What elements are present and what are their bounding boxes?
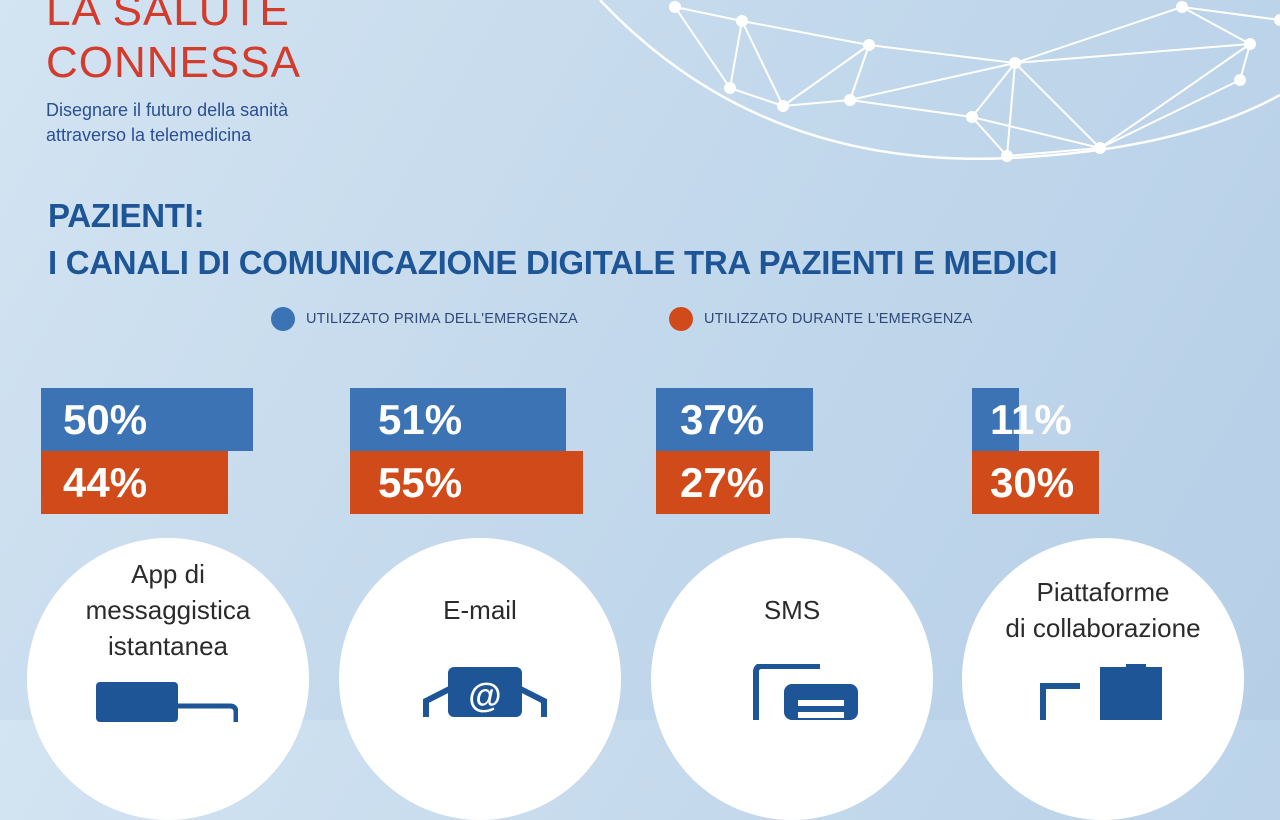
bar-before <box>41 388 253 451</box>
value-label-during: 44% <box>63 459 148 506</box>
category-label-line: messaggistica <box>85 595 251 625</box>
category-label-line: Piattaforme <box>1036 577 1170 607</box>
category-label: App di messaggistica istantanea <box>27 556 309 664</box>
network-link <box>849 44 870 101</box>
bar-during <box>41 451 228 514</box>
category-label-line: E-mail <box>443 595 517 625</box>
svg-text:@: @ <box>468 677 501 715</box>
network-link <box>1006 147 1101 157</box>
network-node <box>669 1 681 13</box>
network-node <box>1274 14 1280 26</box>
network-node <box>736 15 748 27</box>
value-label-before: 37% <box>680 396 765 443</box>
value-label-during: 30% <box>990 459 1075 506</box>
brand-subtitle-line2: attraverso la telemedicina <box>46 125 252 145</box>
bar-during <box>656 451 770 514</box>
network-link <box>971 116 1101 149</box>
network-node <box>966 111 978 123</box>
bar-during <box>350 451 583 514</box>
network-link <box>971 116 1008 157</box>
network-link <box>1181 6 1280 21</box>
network-node <box>1001 150 1013 162</box>
value-label-during: 27% <box>680 459 765 506</box>
bar-before <box>656 388 813 451</box>
network-node <box>777 100 789 112</box>
network-link <box>1181 6 1251 45</box>
network-link <box>849 99 973 118</box>
network-link <box>674 6 731 89</box>
category-label: SMS <box>651 592 933 628</box>
brand-subtitle-line1: Disegnare il futuro della sanità <box>46 100 289 120</box>
bar-during <box>972 451 1099 514</box>
brand-title-line2: CONNESSA <box>46 38 301 87</box>
legend-dot-before <box>271 307 295 331</box>
chat-window-icon <box>96 682 239 727</box>
network-node <box>863 39 875 51</box>
chart-title: I CANALI DI COMUNICAZIONE DIGITALE TRA P… <box>48 244 1058 281</box>
bar-before <box>972 388 1019 451</box>
category-label: E-mail <box>339 592 621 628</box>
network-link <box>729 87 784 107</box>
network-link <box>674 6 743 22</box>
brand-title-line1: LA SALUTE <box>46 0 290 35</box>
network-globe-decoration <box>0 0 1280 720</box>
network-link <box>1014 6 1183 64</box>
legend-label-during: UTILIZZATO DURANTE L'EMERGENZA <box>704 311 973 327</box>
category-label: Piattaforme di collaborazione <box>962 574 1244 646</box>
network-link <box>1099 79 1241 149</box>
section-heading: PAZIENTI: <box>48 197 205 234</box>
network-node <box>724 82 736 94</box>
network-node <box>1244 38 1256 50</box>
globe-outline-arc <box>599 0 1280 160</box>
network-node <box>1234 74 1246 86</box>
value-label-before: 50% <box>63 396 148 443</box>
puzzle-icon <box>1040 658 1164 725</box>
network-node <box>1009 57 1021 69</box>
category-label-line: di collaborazione <box>1005 613 1201 643</box>
network-node <box>1094 142 1106 154</box>
value-label-before: 11% <box>990 396 1072 443</box>
network-link <box>1239 43 1251 81</box>
category-label-line: App di <box>131 559 205 589</box>
network-link <box>1006 62 1016 157</box>
legend-item-before: UTILIZZATO PRIMA DELL'EMERGENZA <box>271 307 578 331</box>
network-link <box>971 62 1016 118</box>
network-link <box>1014 43 1251 64</box>
legend-item-during: UTILIZZATO DURANTE L'EMERGENZA <box>669 307 972 331</box>
network-link <box>729 20 743 89</box>
network-link <box>868 44 1016 64</box>
network-link <box>741 20 784 107</box>
legend-dot-during <box>669 307 693 331</box>
network-node <box>1176 1 1188 13</box>
legend-label-before: UTILIZZATO PRIMA DELL'EMERGENZA <box>306 311 578 327</box>
network-link <box>741 20 870 46</box>
sms-documents-icon <box>752 663 858 725</box>
category-label-line: SMS <box>763 595 821 625</box>
envelope-at-icon: @ <box>422 667 548 722</box>
network-link <box>782 99 851 107</box>
network-node <box>844 94 856 106</box>
network-link <box>849 62 1016 101</box>
network-link <box>1099 43 1251 149</box>
category-label-line: istantanea <box>108 631 228 661</box>
network-link <box>782 44 870 107</box>
value-label-during: 55% <box>378 459 463 506</box>
network-link <box>1014 62 1101 149</box>
bar-before <box>350 388 566 451</box>
value-label-before: 51% <box>378 396 463 443</box>
